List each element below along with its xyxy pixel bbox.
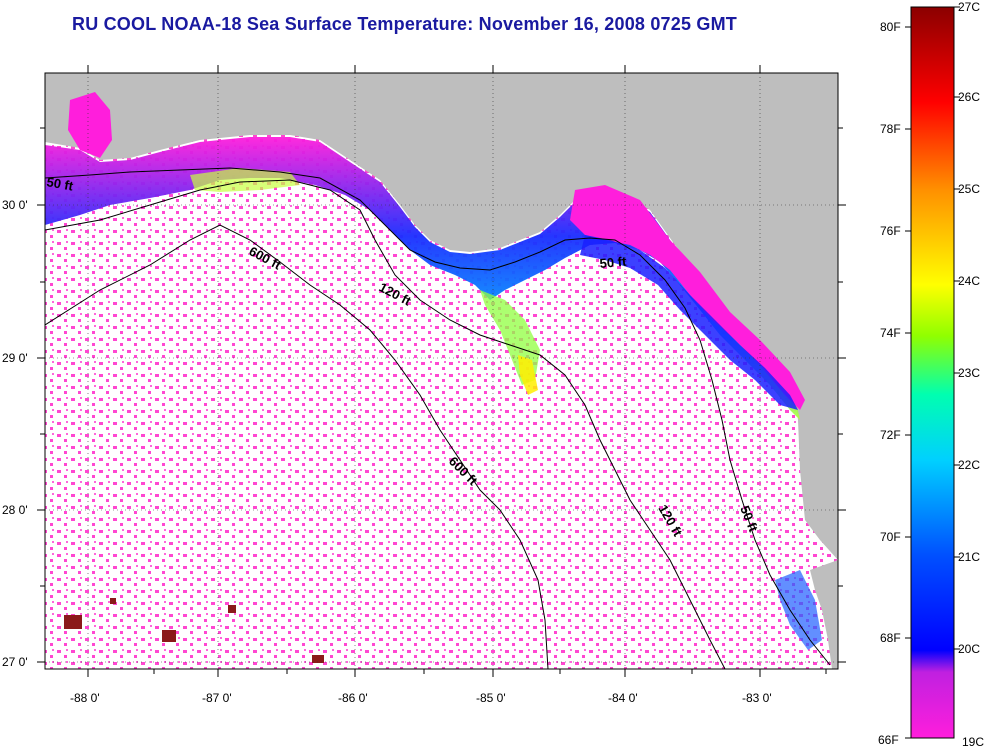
colorbar-c-label: 25C	[958, 182, 980, 196]
big-bend-blue-edge	[580, 235, 798, 410]
colorbar-c-label: 26C	[958, 90, 980, 104]
colorbar-c-label: 24C	[958, 274, 980, 288]
yellow-spot	[518, 355, 538, 395]
lat-label: 30 0'	[2, 198, 28, 212]
map-area	[45, 73, 838, 669]
land-peninsula	[810, 560, 838, 669]
colorbar-gradient	[910, 6, 955, 739]
lat-label: 28 0'	[2, 503, 28, 517]
latitude-labels: 30 0' 29 0' 28 0' 27 0'	[2, 198, 28, 669]
tampa-blue-patch	[775, 570, 822, 650]
colorbar-f-label: 78F	[880, 122, 901, 136]
colorbar-c-label: 19C	[962, 735, 984, 749]
colorbar-c-label: 23C	[958, 366, 980, 380]
lat-label: 29 0'	[2, 351, 28, 365]
contour-600ft	[45, 224, 549, 669]
colorbar-f-label: 74F	[880, 326, 901, 340]
colorbar-f-label: 80F	[880, 20, 901, 34]
colorbar-c-label: 27C	[958, 0, 980, 14]
longitude-labels: -88 0' -87 0' -86 0' -85 0' -84 0' -83 0…	[70, 691, 772, 705]
graticule-grid	[45, 73, 838, 669]
warm-spots-southwest	[64, 598, 324, 663]
colorbar-ticks	[905, 6, 960, 739]
lon-label: -83 0'	[742, 691, 772, 705]
axis-ticks	[37, 65, 846, 677]
colorbar-c-label: 21C	[958, 550, 980, 564]
contour-label: 50 ft	[45, 174, 75, 194]
contour-label: 50 ft	[599, 254, 628, 271]
colorbar-f-label: 76F	[880, 224, 901, 238]
bathymetry-contours	[45, 167, 831, 669]
lon-label: -85 0'	[476, 691, 506, 705]
contour-120ft	[45, 179, 726, 669]
colorbar-f-label: 70F	[880, 530, 901, 544]
land-mass	[45, 73, 838, 560]
colorbar: 80F 78F 76F 74F 72F 70F 68F 66F 27C 26C …	[878, 0, 984, 749]
map-title: RU COOL NOAA-18 Sea Surface Temperature:…	[72, 14, 737, 34]
colorbar-f-label: 68F	[880, 631, 901, 645]
lon-label: -86 0'	[338, 691, 368, 705]
big-bend-cold-water	[570, 185, 805, 410]
lon-label: -87 0'	[202, 691, 232, 705]
colorbar-c-label: 20C	[958, 642, 980, 656]
pensacola-cold-water	[68, 92, 112, 158]
colorbar-f-label: 72F	[880, 428, 901, 442]
colorbar-f-label: 66F	[878, 733, 899, 747]
lat-label: 27 0'	[2, 655, 28, 669]
contour-50ft	[45, 167, 831, 666]
colorbar-c-label: 22C	[958, 458, 980, 472]
lon-label: -88 0'	[70, 691, 100, 705]
lon-label: -84 0'	[608, 691, 638, 705]
map-border	[44, 72, 839, 670]
